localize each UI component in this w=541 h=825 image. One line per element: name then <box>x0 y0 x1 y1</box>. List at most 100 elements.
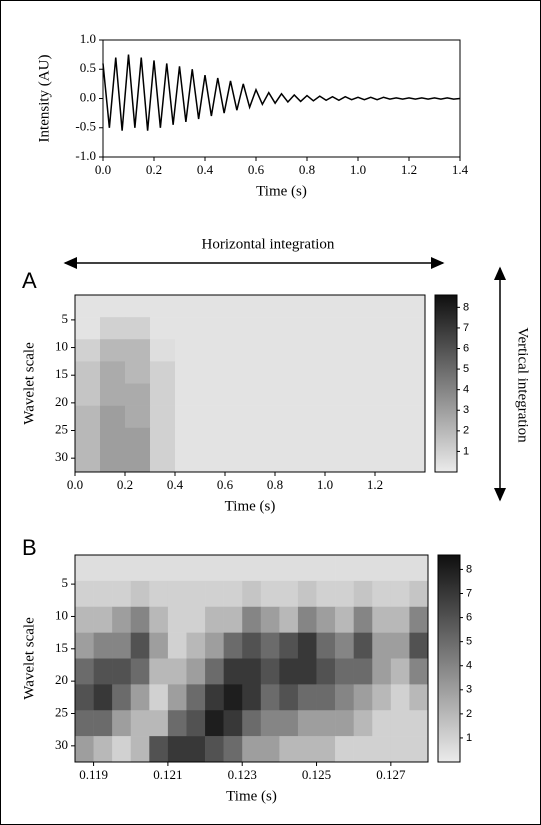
x-tick-label: 0.121 <box>153 767 182 782</box>
x-tick-label: 0.123 <box>228 767 257 782</box>
heat-cell <box>149 658 169 685</box>
heat-cell <box>200 339 226 362</box>
heat-cell <box>325 361 351 384</box>
x-tick-label: 0.6 <box>217 477 234 492</box>
heat-cell <box>93 606 113 633</box>
heat-cell <box>297 555 317 582</box>
heat-cell <box>75 449 101 473</box>
heat-cell <box>409 710 429 737</box>
heat-cell <box>353 710 373 737</box>
heat-cell <box>75 361 101 384</box>
heat-cell <box>112 555 132 582</box>
heat-cell <box>375 449 401 473</box>
heat-cell <box>372 606 392 633</box>
heat-cell <box>100 449 126 473</box>
heat-cell <box>375 339 401 362</box>
heat-cell <box>225 405 251 429</box>
x-tick-label: 0.2 <box>117 477 133 492</box>
colorbar-tick-label: 2 <box>463 425 469 437</box>
heat-cell <box>335 606 354 633</box>
heat-cell <box>175 317 201 340</box>
heat-cell <box>186 658 206 685</box>
heat-cell <box>125 295 151 318</box>
heat-cell <box>242 606 262 633</box>
heat-cell <box>335 710 354 737</box>
heat-cell <box>130 555 150 582</box>
heat-cell <box>325 449 351 473</box>
heat-cell <box>350 427 376 451</box>
x-tick-label: 0.0 <box>67 477 83 492</box>
y-tick-label: 0.0 <box>80 89 96 104</box>
heat-cell <box>93 632 113 659</box>
heat-cell <box>250 383 276 406</box>
heat-cell <box>242 658 262 685</box>
heat-cell <box>260 736 280 763</box>
heat-cell <box>100 383 126 406</box>
plot-frame <box>74 294 426 473</box>
heat-cell <box>375 295 401 318</box>
heat-cell <box>300 449 326 473</box>
heat-cell <box>186 555 206 582</box>
heat-cell <box>150 295 176 318</box>
heat-cell <box>250 449 276 473</box>
x-tick-label: 0.4 <box>197 162 214 177</box>
heat-cell <box>150 449 176 473</box>
heat-cell <box>279 606 299 633</box>
plot-frame <box>74 554 429 763</box>
heat-cell <box>112 580 132 608</box>
heat-cell <box>297 710 317 737</box>
heat-cell <box>100 295 126 318</box>
heat-cell <box>409 580 429 608</box>
y-tick-label: 5 <box>62 311 69 326</box>
heat-cell <box>130 710 150 737</box>
heat-cell <box>242 736 262 763</box>
heat-cell <box>200 317 226 340</box>
heat-cell <box>279 580 299 608</box>
heat-cell <box>275 383 301 406</box>
heat-cell <box>149 606 169 633</box>
x-tick-label: 0.6 <box>248 162 265 177</box>
y-tick-label: -0.5 <box>75 119 96 134</box>
heat-cell <box>372 632 392 659</box>
x-tick-label: 0.4 <box>167 477 184 492</box>
heat-cell <box>316 658 336 685</box>
heat-cell <box>400 317 426 340</box>
heat-cell <box>250 317 276 340</box>
heat-cell <box>93 658 113 685</box>
heat-cell <box>372 684 392 711</box>
heat-cell <box>175 449 201 473</box>
heat-cell <box>75 383 101 406</box>
heat-cell <box>275 317 301 340</box>
heat-cell <box>125 383 151 406</box>
heat-cell <box>75 555 94 582</box>
heat-cell <box>409 555 429 582</box>
heat-cell <box>167 580 187 608</box>
y-axis-label: Wavelet scale <box>21 617 37 700</box>
heat-cell <box>390 684 410 711</box>
heat-cell <box>130 606 150 633</box>
heat-cell <box>75 427 101 451</box>
y-tick-label: 5 <box>62 575 69 590</box>
heat-cell <box>223 632 243 659</box>
heat-cell <box>75 606 94 633</box>
heat-cell <box>112 606 132 633</box>
heat-cell <box>275 339 301 362</box>
heat-cell <box>375 361 401 384</box>
heat-cell <box>325 295 351 318</box>
heat-cell <box>167 658 187 685</box>
colorbar-tick-label: 7 <box>463 322 469 334</box>
x-tick-label: 0.119 <box>79 767 108 782</box>
heat-cell <box>390 580 410 608</box>
colorbar-tick-label: 8 <box>466 563 472 575</box>
heat-cell <box>375 317 401 340</box>
heat-cell <box>150 339 176 362</box>
heat-cell <box>125 361 151 384</box>
y-tick-label: 10 <box>55 339 68 354</box>
x-tick-label: 0.127 <box>376 767 406 782</box>
heat-cell <box>350 339 376 362</box>
heat-cell <box>225 383 251 406</box>
heat-cell <box>75 632 94 659</box>
heat-cell <box>223 606 243 633</box>
heat-cell <box>130 658 150 685</box>
heat-cell <box>186 736 206 763</box>
